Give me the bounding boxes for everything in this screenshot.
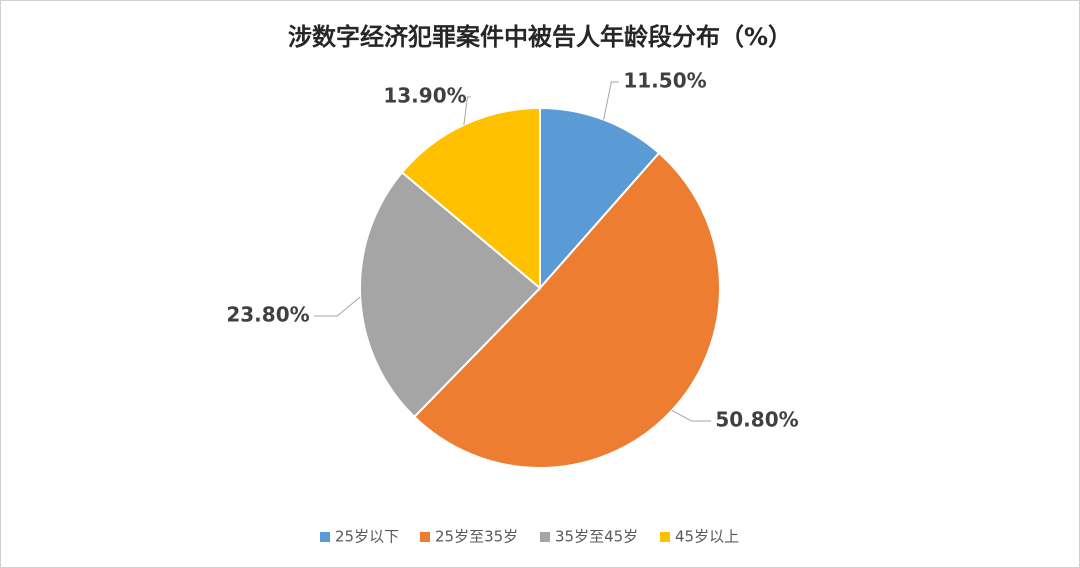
legend-label: 35岁至45岁: [555, 528, 638, 546]
leader-line: [314, 296, 361, 317]
pie-slice: [400, 106, 541, 291]
pie-slice: [412, 151, 721, 469]
legend-marker: [540, 532, 550, 542]
leader-line: [463, 96, 471, 125]
chart-title: 涉数字经济犯罪案件中被告人年龄段分布（%）: [288, 23, 792, 51]
data-label: 11.50%: [623, 69, 706, 93]
legend-label: 25岁以下: [335, 528, 399, 546]
legend-marker: [660, 532, 670, 542]
legend-label: 45岁以上: [675, 528, 739, 546]
leader-line: [603, 81, 619, 120]
data-label: 50.80%: [715, 408, 798, 432]
leader-line: [671, 409, 711, 422]
data-label: 23.80%: [226, 303, 309, 327]
legend-marker: [320, 532, 330, 542]
pie-slice: [359, 170, 542, 419]
data-label: 13.90%: [383, 84, 466, 108]
pie-slice: [539, 106, 661, 291]
legend-label: 25岁至35岁: [435, 528, 518, 546]
legend-marker: [420, 532, 430, 542]
